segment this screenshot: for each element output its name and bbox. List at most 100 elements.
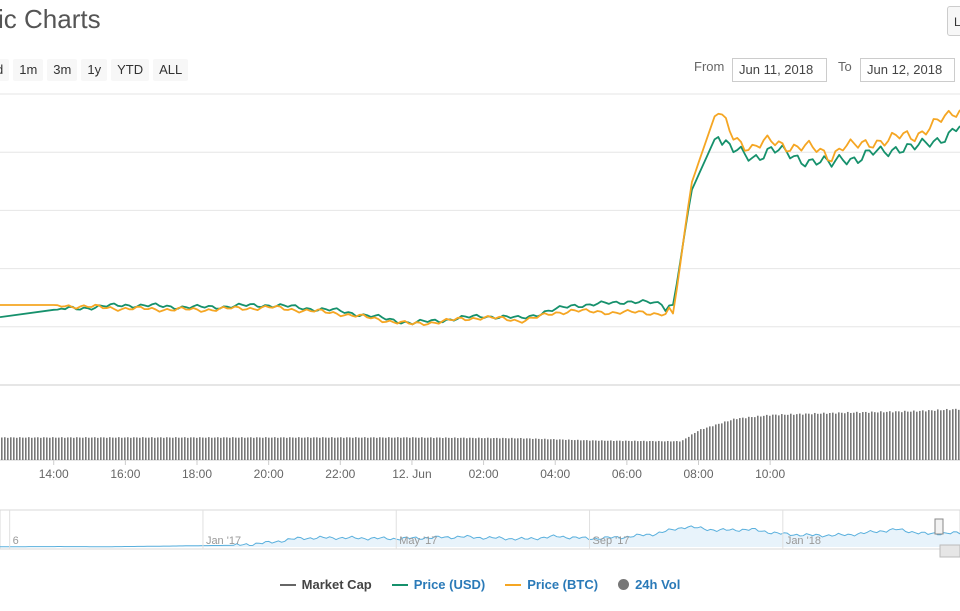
volume-bar: [220, 437, 222, 460]
volume-bar: [706, 427, 708, 460]
price-chart[interactable]: 14:00 16:00 18:00 20:00 22:00 12. Jun 02:00 04:…: [0, 0, 960, 500]
volume-bar: [262, 437, 264, 460]
volume-bar: [349, 437, 351, 460]
volume-bar: [133, 437, 135, 460]
legend-item-24h-vol[interactable]: 24h Vol: [618, 577, 680, 592]
legend-item-price-btc[interactable]: Price (BTC): [505, 577, 598, 592]
volume-bar: [781, 414, 783, 460]
volume-bar: [562, 439, 564, 460]
volume-bar: [130, 437, 132, 460]
volume-bar: [904, 410, 906, 460]
volume-bar: [397, 437, 399, 460]
volume-bar: [751, 417, 753, 460]
volume-bar: [157, 437, 159, 460]
volume-bar: [148, 437, 150, 460]
volume-bar: [784, 414, 786, 460]
volume-bar: [358, 437, 360, 460]
navigator-tick-label: Jan '17: [206, 535, 241, 547]
zoom-1m-button[interactable]: 1m: [13, 59, 44, 81]
volume-bar: [874, 412, 876, 460]
volume-bar: [727, 421, 729, 460]
volume-bar: [385, 437, 387, 460]
volume-bar: [847, 411, 849, 460]
zoom-3m-button[interactable]: 3m: [47, 59, 78, 81]
from-date-input[interactable]: Jun 11, 2018: [732, 58, 827, 82]
volume-bar: [823, 412, 825, 460]
volume-bar: [574, 440, 576, 460]
volume-bar: [937, 409, 939, 460]
volume-bar: [610, 440, 612, 460]
volume-bar: [529, 438, 531, 460]
legend-item-market-cap[interactable]: Market Cap: [279, 577, 372, 592]
legend-label: 24h Vol: [635, 577, 681, 592]
volume-bar: [628, 440, 630, 460]
volume-bar: [370, 437, 372, 460]
volume-bar: [649, 440, 651, 460]
volume-bar: [688, 436, 690, 460]
x-tick-label: 12. Jun: [392, 467, 431, 481]
volume-bar: [88, 437, 90, 460]
x-tick-label: 16:00: [110, 467, 140, 481]
volume-bar: [712, 426, 714, 460]
zoom-1d-button[interactable]: d: [0, 59, 10, 81]
volume-bar: [166, 437, 168, 460]
volume-bar: [667, 440, 669, 460]
x-tick-label: 10:00: [755, 467, 785, 481]
volume-bar: [229, 437, 231, 460]
volume-bar: [877, 412, 879, 460]
volume-bar: [382, 437, 384, 460]
volume-bar: [811, 414, 813, 460]
volume-bar: [643, 440, 645, 460]
volume-bar: [496, 437, 498, 460]
volume-bar: [928, 410, 930, 460]
chart-type-button[interactable]: L: [947, 6, 960, 36]
market-cap-swatch: [279, 583, 296, 586]
volume-bar: [793, 414, 795, 460]
volume-bar: [259, 437, 261, 460]
volume-bar: [661, 441, 663, 460]
volume-bar: [304, 437, 306, 460]
volume-bar: [265, 437, 267, 460]
volume-bar: [115, 437, 117, 460]
x-tick-label: 08:00: [683, 467, 713, 481]
volume-bar: [451, 437, 453, 460]
volume-bar: [865, 411, 867, 460]
zoom-all-button[interactable]: ALL: [153, 59, 189, 81]
zoom-ytd-button[interactable]: YTD: [111, 59, 150, 81]
navigator-tick-label: May '17: [399, 535, 437, 547]
volume-bar: [805, 413, 807, 460]
volume-bar: [205, 437, 207, 460]
volume-bar: [388, 437, 390, 460]
zoom-1y-button[interactable]: 1y: [81, 59, 108, 81]
volume-bar: [604, 440, 606, 460]
volume-bar: [154, 437, 156, 460]
volume-bar: [442, 438, 444, 460]
volume-bar: [223, 437, 225, 460]
volume-bar: [673, 441, 675, 460]
volume-bar: [532, 438, 534, 460]
volume-bar: [646, 441, 648, 460]
volume-bar: [469, 437, 471, 460]
volume-bar: [67, 437, 69, 460]
to-date-input[interactable]: Jun 12, 2018: [860, 58, 955, 82]
volume-bar: [820, 413, 822, 460]
volume-bar: [910, 411, 912, 460]
volume-bar: [676, 441, 678, 460]
volume-bar: [949, 410, 951, 460]
volume-bar: [325, 437, 327, 460]
volume-bar: [943, 410, 945, 460]
volume-bar: [19, 437, 21, 460]
volume-bar: [559, 439, 561, 460]
volume-bar: [121, 437, 123, 460]
legend-item-price-usd[interactable]: Price (USD): [391, 577, 485, 592]
volume-bar: [352, 437, 354, 460]
volume-bar: [601, 440, 603, 460]
x-tick-label: 04:00: [540, 467, 570, 481]
volume-bar: [427, 437, 429, 460]
volume-bar: [859, 413, 861, 460]
volume-bar: [526, 438, 528, 460]
volume-bar: [778, 415, 780, 460]
volume-bar: [364, 437, 366, 460]
volume-bar: [901, 412, 903, 460]
